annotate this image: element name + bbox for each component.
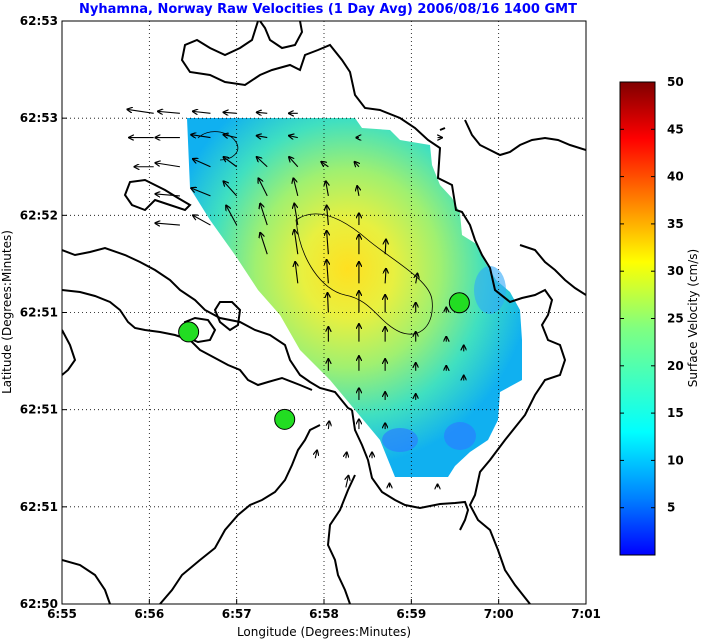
x-tick-label: 7:00: [484, 607, 514, 621]
y-axis: 62:50 62:51 62:51 62:51 62:52 62:53 62:53: [20, 14, 67, 611]
velocity-arrow: [193, 111, 211, 113]
velocity-arrow: [327, 206, 329, 226]
x-tick-label: 6:58: [309, 607, 339, 621]
velocity-arrow: [259, 178, 268, 197]
velocity-arrow: [155, 194, 180, 196]
velocity-arrow: [327, 231, 329, 255]
velocity-arrow: [289, 136, 298, 138]
low-speed-patch: [444, 422, 476, 450]
velocity-arrow: [260, 233, 268, 255]
velocity-arrow: [257, 157, 268, 168]
colorbar-tick-label: 15: [667, 406, 684, 420]
velocity-arrow: [416, 274, 418, 284]
velocity-arrow: [385, 269, 386, 284]
velocity-arrow: [346, 452, 347, 459]
colorbar-tick-label: 50: [667, 75, 684, 89]
colorbar-label: Surface Velocity (cm/s): [686, 249, 700, 387]
velocity-arrow: [326, 181, 329, 196]
radar-station-marker: [274, 408, 296, 430]
velocity-arrow: [193, 159, 211, 168]
velocity-arrow: [327, 293, 328, 313]
radar-station-marker: [448, 292, 470, 314]
velocity-arrow: [315, 450, 317, 459]
velocity-arrow: [294, 204, 299, 226]
x-axis-label: Longitude (Degrees:Minutes): [237, 625, 411, 639]
y-axis-label: Latitude (Degrees:Minutes): [0, 230, 14, 394]
y-tick-label: 62:52: [20, 208, 58, 222]
velocity-arrow: [193, 215, 211, 226]
contour-line: [197, 131, 239, 161]
velocity-arrow: [191, 188, 211, 197]
y-tick-label: 62:53: [20, 14, 58, 28]
plot-area: [62, 21, 586, 604]
low-speed-patch: [382, 428, 418, 452]
velocity-arrow: [357, 186, 359, 196]
colorbar-tick-label: 10: [667, 453, 684, 467]
velocity-arrow: [260, 204, 268, 226]
velocity-arrow: [155, 223, 180, 225]
velocity-arrow: [327, 260, 329, 284]
velocity-arrow: [293, 178, 299, 197]
colorbar-tick-label: 45: [667, 122, 684, 136]
colorbar-tick-label: 5: [667, 501, 675, 515]
velocity-arrow: [155, 163, 180, 168]
low-speed-patch: [474, 266, 506, 314]
velocity-arrow: [226, 206, 238, 226]
x-tick-label: 7:01: [571, 607, 601, 621]
chart-title: Nyhamna, Norway Raw Velocities (1 Day Av…: [79, 2, 577, 17]
x-tick-label: 6:57: [222, 607, 252, 621]
colorbar-tick-label: 40: [667, 170, 684, 184]
colorbar: [619, 81, 656, 556]
colorbar-tick-label: 35: [667, 217, 684, 231]
x-tick-label: 6:55: [47, 607, 77, 621]
x-tick-label: 6:56: [134, 607, 164, 621]
velocity-arrow: [355, 162, 359, 167]
velocity-arrow: [224, 181, 238, 197]
velocity-arrow: [385, 240, 386, 255]
velocity-arrow: [328, 421, 329, 430]
velocity-arrow: [289, 157, 299, 168]
velocity-arrow: [294, 230, 299, 255]
velocity-arrow: [346, 476, 349, 488]
x-tick-label: 6:59: [396, 607, 426, 621]
colorbar-tick-label: 20: [667, 359, 684, 373]
velocity-arrow: [224, 112, 237, 113]
velocity-arrow: [224, 135, 237, 138]
colorbar-axis: 5 10 15 20 25 30 35 40 45 50: [620, 75, 684, 515]
radar-stations: [178, 292, 470, 430]
velocity-arrow: [158, 111, 180, 113]
coastline: [62, 21, 586, 604]
velocity-arrow: [191, 135, 211, 138]
y-tick-label: 62:53: [20, 111, 58, 125]
velocity-arrow: [257, 112, 268, 113]
velocity-arrow: [321, 162, 329, 167]
radar-station-marker: [178, 321, 200, 343]
y-tick-label: 62:51: [20, 306, 58, 320]
y-tick-label: 62:50: [20, 597, 58, 611]
velocity-arrow: [295, 262, 298, 284]
y-tick-label: 62:51: [20, 500, 58, 514]
x-axis: 6:55 6:56 6:57 6:58 6:59 7:00 7:01: [47, 599, 601, 621]
colorbar-tick-label: 25: [667, 312, 684, 326]
grid-lines: [62, 21, 586, 604]
velocity-arrow: [257, 136, 268, 138]
contour-line: [295, 213, 433, 335]
colorbar-tick-label: 30: [667, 264, 684, 278]
velocity-arrow: [224, 157, 237, 168]
velocity-arrow: [128, 109, 154, 114]
y-tick-label: 62:51: [20, 403, 58, 417]
